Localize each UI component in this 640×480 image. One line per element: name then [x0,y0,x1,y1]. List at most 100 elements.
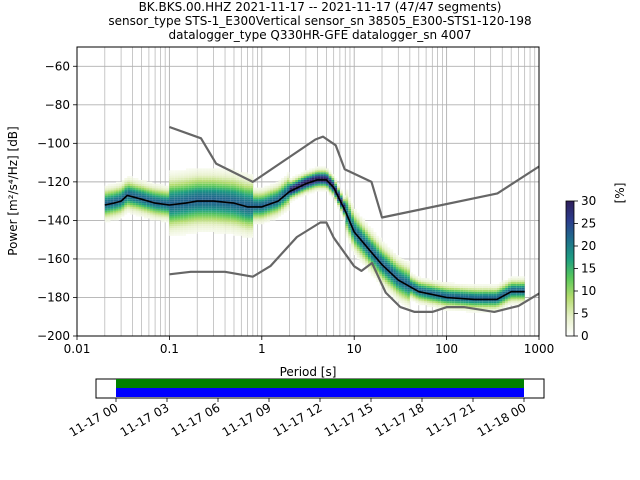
psd-cell [177,206,181,209]
psd-cell [429,299,433,302]
psd-cell [255,197,259,200]
psd-cell [146,214,150,217]
psd-cell [477,295,480,298]
psd-cell [460,299,464,302]
psd-cell [233,189,237,192]
psd-cell [233,230,237,232]
psd-cell [370,249,374,252]
psd-cell [216,210,220,213]
psd-cell [241,206,245,209]
psd-cell [227,195,231,198]
psd-cell [465,283,469,286]
psd-cell [286,201,290,204]
psd-cell [230,214,234,217]
psd-cell [199,187,203,190]
psd-cell [211,191,214,194]
psd-cell [513,283,517,286]
psd-cell [191,222,195,225]
psd-cell [171,185,175,188]
psd-cell [325,189,329,192]
psd-cell [507,280,511,283]
psd-cell [393,272,396,275]
psd-cell [496,307,500,310]
psd-cell [303,187,307,190]
psd-cell [113,218,117,221]
psd-cell [351,247,354,250]
psd-cell [199,170,203,173]
psd-cell [141,191,145,194]
psd-cell [309,172,312,175]
psd-cell [250,181,254,184]
psd-cell [127,181,131,184]
psd-cell [479,305,483,308]
psd-cell [180,201,184,204]
psd-cell [426,283,430,286]
psd-cell [499,299,503,302]
psd-cell [116,199,119,202]
psd-cell [146,210,150,213]
psd-cell [177,195,181,198]
psd-cell [222,210,226,213]
psd-cell [236,214,240,217]
psd-cell [241,199,245,202]
psd-cell [398,297,402,300]
psd-cell [146,185,150,188]
psd-cell [130,176,133,179]
psd-cell [107,218,111,221]
psd-cell [365,249,368,252]
psd-cell [130,201,133,204]
psd-cell [138,201,142,204]
psd-cell [471,305,475,308]
psd-cell [194,214,198,217]
psd-cell [331,191,335,194]
psd-cell [404,289,408,292]
psd-cell [244,220,248,223]
psd-cell [421,283,424,286]
psd-cell [513,289,517,292]
psd-cell [454,283,458,286]
psd-cell [457,283,461,286]
psd-cell [421,299,424,302]
psd-cell [426,293,430,296]
psd-cell [185,168,189,171]
psd-cell [496,305,500,308]
psd-cell [351,222,354,225]
psd-cell [398,287,402,290]
psd-cell [359,220,363,223]
psd-cell [163,210,167,213]
psd-cell [317,185,321,188]
psd-cell [387,266,391,269]
psd-cell [328,189,332,192]
psd-cell [429,295,433,298]
psd-cell [255,218,259,221]
psd-cell [292,185,296,188]
psd-cell [169,231,172,234]
psd-cell [435,289,438,292]
psd-cell [477,287,480,290]
psd-cell [146,197,150,200]
psd-cell [152,193,156,196]
psd-cell [191,176,195,179]
psd-cell [171,170,175,173]
psd-cell [239,183,242,186]
psd-cell [191,214,195,217]
psd-cell [292,178,296,180]
psd-cell [239,189,242,192]
psd-cell [491,289,494,292]
psd-cell [362,245,366,248]
colorbar [565,200,575,337]
psd-cell [499,305,503,308]
psd-cell [365,222,368,225]
psd-cell [169,216,172,219]
psd-cell [155,214,158,217]
psd-cell [446,289,450,292]
psd-cell [219,230,223,232]
psd-cell [110,201,114,204]
psd-cell [381,268,385,271]
psd-cell [197,176,200,179]
psd-cell [443,309,447,311]
psd-cell [314,168,318,171]
psd-cell [342,195,346,198]
psd-cell [379,255,382,258]
